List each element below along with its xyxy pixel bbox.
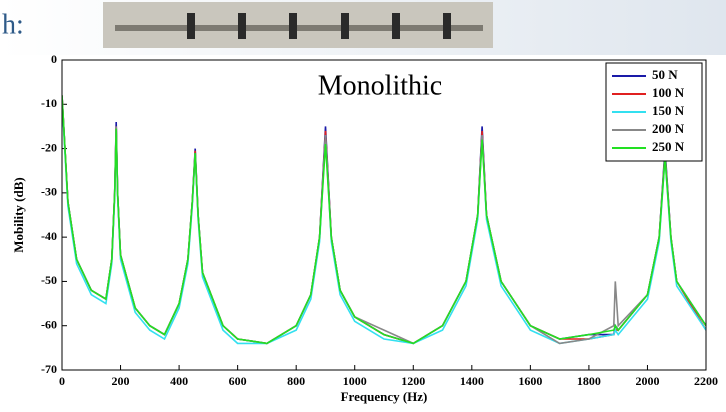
x-tick-label: 200: [112, 374, 130, 388]
chart-title: Monolithic: [318, 70, 442, 101]
legend-label: 150 N: [652, 103, 685, 118]
x-tick-label: 1600: [518, 374, 542, 388]
y-axis-label: Mobility (dB): [11, 177, 26, 252]
x-tick-label: 2200: [694, 374, 718, 388]
x-tick-label: 1000: [343, 374, 367, 388]
beam-photo: [103, 2, 493, 48]
x-tick-label: 2000: [635, 374, 659, 388]
x-axis-label: Frequency (Hz): [341, 389, 428, 404]
legend-label: 250 N: [652, 139, 685, 154]
y-tick-label: -60: [41, 317, 57, 331]
legend-label: 100 N: [652, 85, 685, 100]
y-tick-label: 0: [51, 52, 57, 66]
y-tick-label: -50: [41, 273, 57, 287]
y-tick-label: -40: [41, 229, 57, 243]
x-tick-label: 1400: [460, 374, 484, 388]
y-tick-label: -70: [41, 362, 57, 376]
legend-box: [605, 62, 703, 162]
x-tick-label: 400: [170, 374, 188, 388]
plot-frame: [61, 59, 707, 371]
x-tick-label: 600: [229, 374, 247, 388]
header-text: h:: [2, 9, 24, 40]
x-tick-label: 0: [59, 374, 65, 388]
legend-label: 50 N: [652, 67, 678, 82]
x-tick-label: 1200: [401, 374, 425, 388]
x-tick-label: 1800: [577, 374, 601, 388]
y-tick-label: -10: [41, 96, 57, 110]
series-line: [62, 95, 706, 345]
plot-area: [62, 60, 706, 370]
legend-label: 200 N: [652, 121, 685, 136]
x-tick-label: 800: [287, 374, 305, 388]
y-tick-label: -30: [41, 185, 57, 199]
y-tick-label: -20: [41, 140, 57, 154]
